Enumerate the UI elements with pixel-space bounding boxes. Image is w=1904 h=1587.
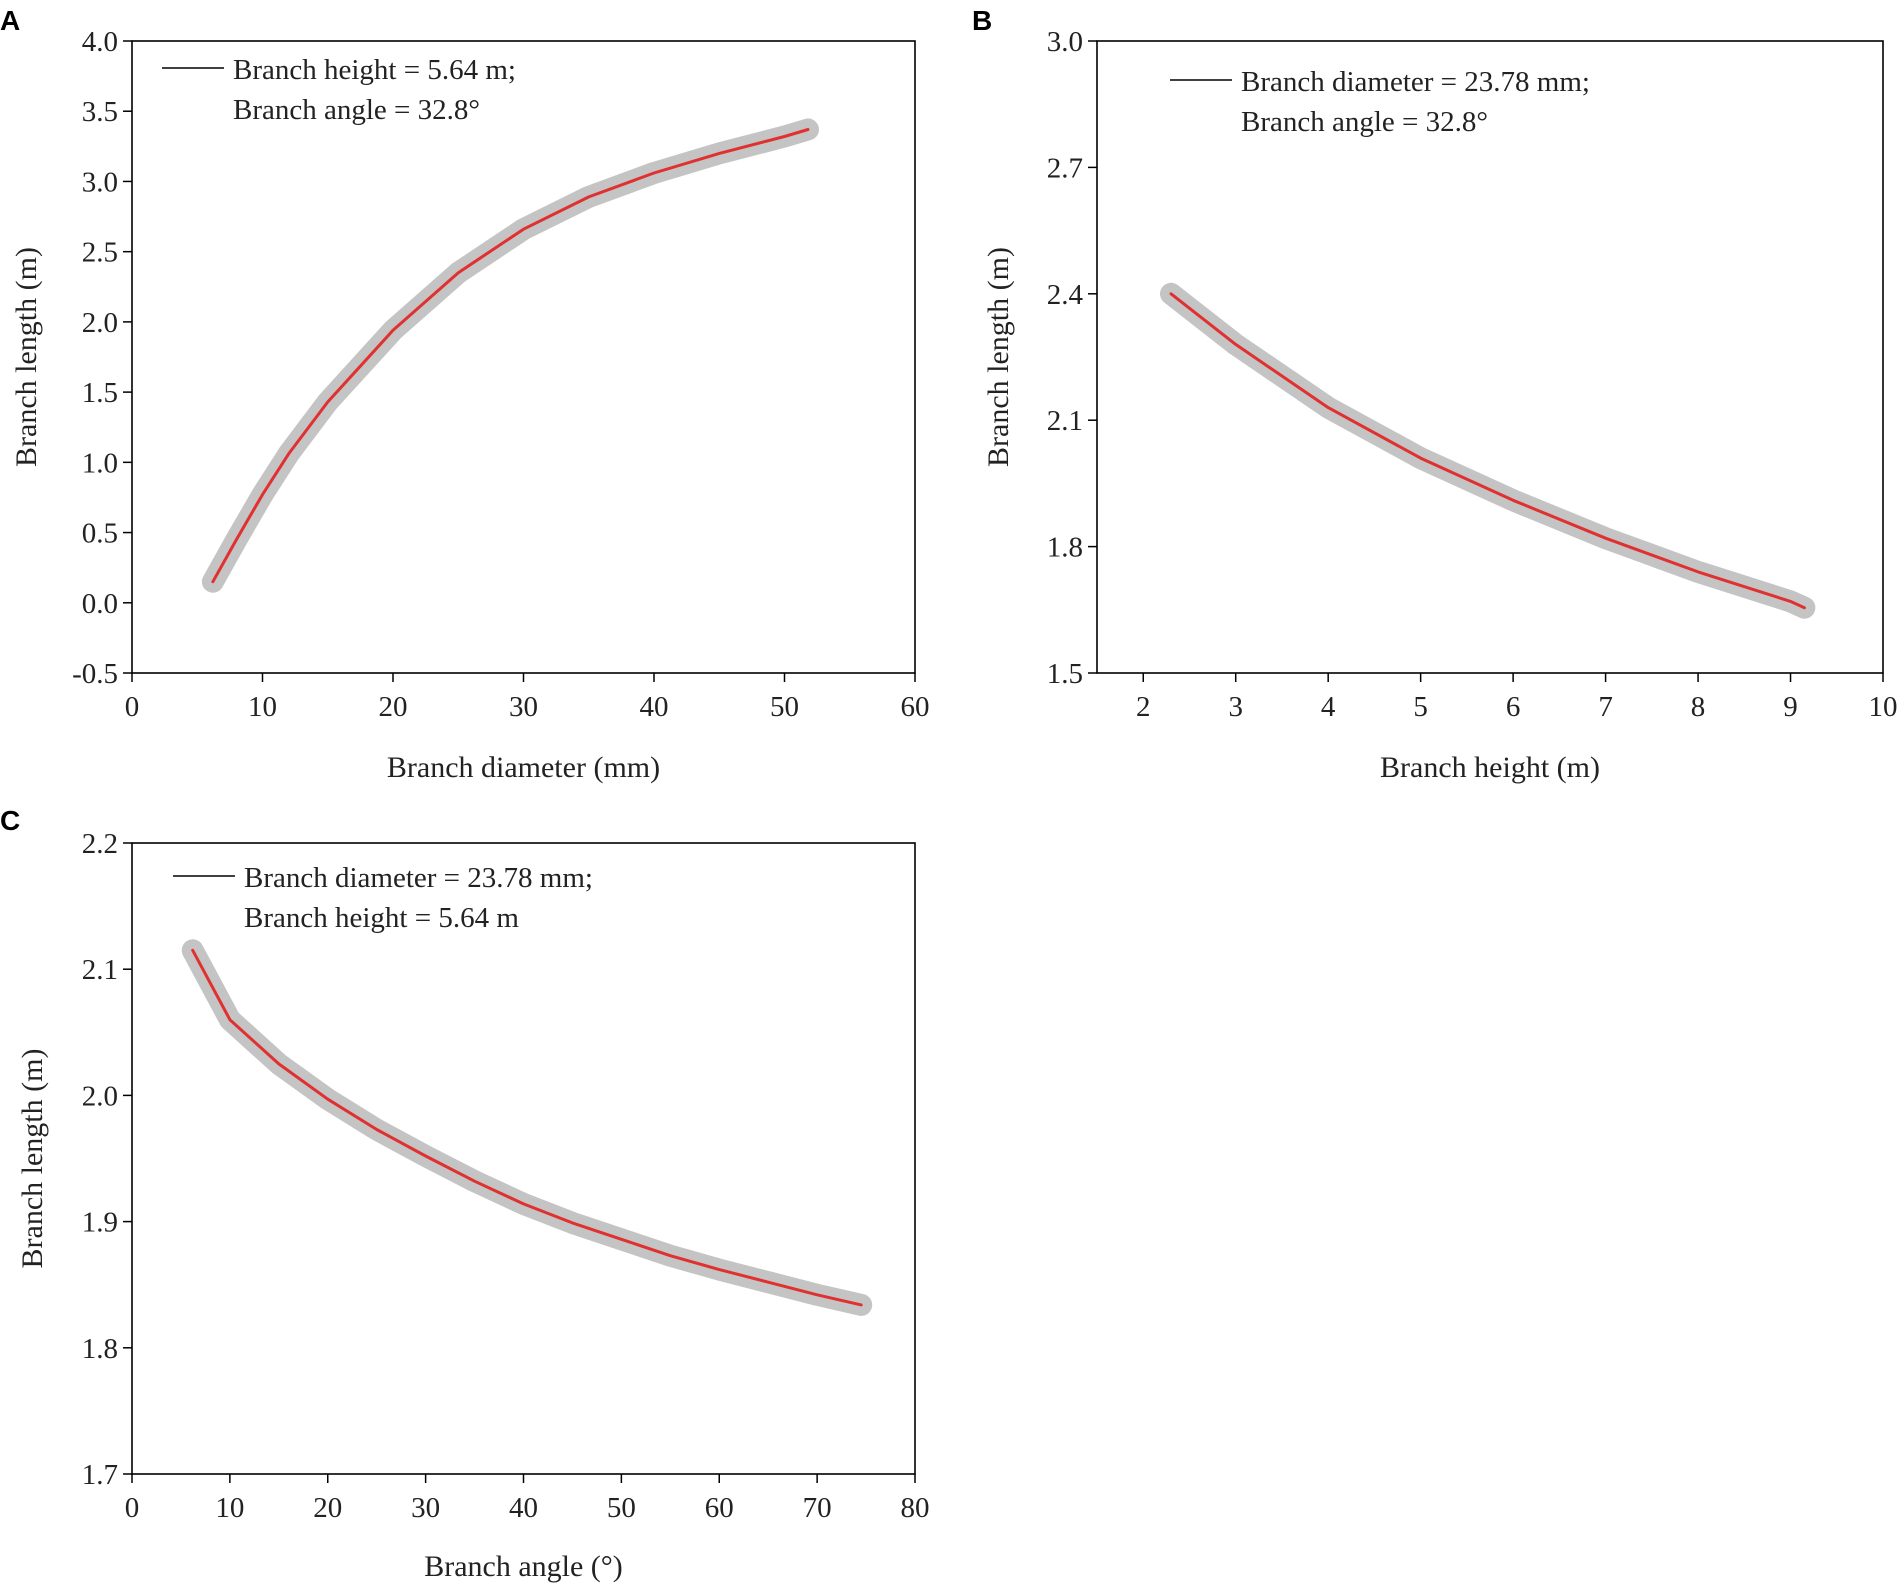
panel-a-y-tick-label: 2.0 <box>82 307 118 339</box>
panel-b-y-tick-label: 3.0 <box>1047 26 1083 58</box>
panel-a-legend-text: Branch height = 5.64 m; <box>233 54 516 86</box>
panel-c-plot-frame <box>131 842 916 1475</box>
panel-b-letter: B <box>972 5 992 36</box>
panel-b-x-tick-label: 9 <box>1783 691 1798 723</box>
panel-a-fit-line <box>211 128 810 584</box>
panel-b-x-tick-label: 6 <box>1506 691 1521 723</box>
panel-b-x-tick-label: 4 <box>1321 691 1336 723</box>
panel-b-y-axis-title: Branch length (m) <box>982 247 1015 467</box>
panel-c-letter: C <box>0 805 20 836</box>
panel-b-x-tick-label: 2 <box>1136 691 1151 723</box>
panel-c-x-tick-label: 10 <box>215 1492 244 1524</box>
panel-b-x-tick-label: 8 <box>1691 691 1706 723</box>
panel-a-x-tick-label: 0 <box>125 691 140 723</box>
panel-c-chart: 0 10 20 30 40 50 60 70 80 1.7 1.8 1.9 2.0 2.1 2.2 Branc… <box>16 828 930 1583</box>
panel-c-y-tick-label: 1.7 <box>82 1459 118 1491</box>
panel-b-y-tick-label: 2.1 <box>1047 405 1083 437</box>
panel-b-x-tick-label: 10 <box>1869 691 1898 723</box>
panel-c-x-tick-label: 60 <box>705 1492 734 1524</box>
panel-a-legend-text: Branch angle = 32.8° <box>233 94 480 126</box>
panel-a-y-tick-label: 2.5 <box>82 237 118 269</box>
panel-b-x-tick-label: 3 <box>1228 691 1243 723</box>
panel-b-y-tick-label: 2.4 <box>1047 279 1084 311</box>
panel-b-legend-text: Branch diameter = 23.78 mm; <box>1241 66 1590 98</box>
panel-b-observed-band <box>1160 282 1816 619</box>
panel-a-y-tick-label: 4.0 <box>82 26 118 58</box>
panel-a-y-axis-title: Branch length (m) <box>10 247 43 467</box>
panel-c-x-tick-label: 20 <box>313 1492 342 1524</box>
panel-a-y-tick-label: 1.0 <box>82 447 118 479</box>
panel-c-x-tick-label: 0 <box>125 1492 140 1524</box>
panel-c-x-tick-label: 40 <box>509 1492 538 1524</box>
panel-b-fit-line <box>1169 292 1806 610</box>
panel-c-legend-text: Branch diameter = 23.78 mm; <box>244 862 593 894</box>
panel-c-fit-line <box>191 948 863 1307</box>
panel-b-y-tick-label: 1.8 <box>1047 532 1083 564</box>
panel-a-letter: A <box>0 5 20 36</box>
panel-a-y-tick-label: 0.5 <box>82 518 118 550</box>
panel-a-x-tick-label: 40 <box>640 691 669 723</box>
panel-b-x-axis-title: Branch height (m) <box>1380 751 1600 784</box>
panel-a-y-tick-label: 1.5 <box>82 377 118 409</box>
panel-b-legend-text: Branch angle = 32.8° <box>1241 106 1488 138</box>
panel-a-y-tick-label: 0.0 <box>82 588 118 620</box>
panel-b-y-tick-label: 1.5 <box>1047 658 1083 690</box>
panel-c-legend-text: Branch height = 5.64 m <box>244 902 519 934</box>
panel-a-x-tick-label: 20 <box>379 691 408 723</box>
panel-b-x-tick-label: 5 <box>1413 691 1428 723</box>
panel-a-x-axis-title: Branch diameter (mm) <box>387 751 660 784</box>
panel-a-x-tick-label: 60 <box>901 691 930 723</box>
panel-a-y-tick-label: 3.0 <box>82 166 118 198</box>
panel-c-x-tick-label: 50 <box>607 1492 636 1524</box>
panel-c-x-tick-label: 80 <box>901 1492 930 1524</box>
panel-c-y-axis-title: Branch length (m) <box>16 1049 49 1269</box>
panel-a-chart: 0 10 20 30 40 50 60 -0.5 0.0 0.5 1.0 1.5 2.0 2.5 3.0 3.… <box>10 26 930 784</box>
panel-c-y-tick-label: 2.1 <box>82 954 118 986</box>
panel-b-chart: 2 3 4 5 6 7 8 9 10 1.5 1.8 2.1 2.4 2.7 3.0 Branch heigh… <box>982 26 1898 784</box>
panel-a-x-tick-label: 50 <box>770 691 799 723</box>
panel-c-x-axis-title: Branch angle (°) <box>424 1550 623 1583</box>
panel-a-x-tick-label: 10 <box>248 691 277 723</box>
panel-b-y-tick-label: 2.7 <box>1047 152 1083 184</box>
panel-c-observed-band <box>181 939 873 1316</box>
panel-b-plot-frame <box>1096 40 1884 674</box>
panel-c-x-tick-label: 30 <box>411 1492 440 1524</box>
panel-a-y-tick-label: -0.5 <box>72 658 118 690</box>
panel-a-y-tick-label: 3.5 <box>82 96 118 128</box>
panel-c-y-tick-label: 1.9 <box>82 1207 118 1239</box>
panel-b-x-tick-label: 7 <box>1598 691 1613 723</box>
panel-c-y-tick-label: 2.0 <box>82 1080 118 1112</box>
panel-c-y-tick-label: 2.2 <box>82 828 118 860</box>
panel-c-y-tick-label: 1.8 <box>82 1333 118 1365</box>
panel-c-x-tick-label: 70 <box>803 1492 832 1524</box>
panel-a-x-tick-label: 30 <box>509 691 538 723</box>
panel-a-observed-band <box>201 118 819 593</box>
